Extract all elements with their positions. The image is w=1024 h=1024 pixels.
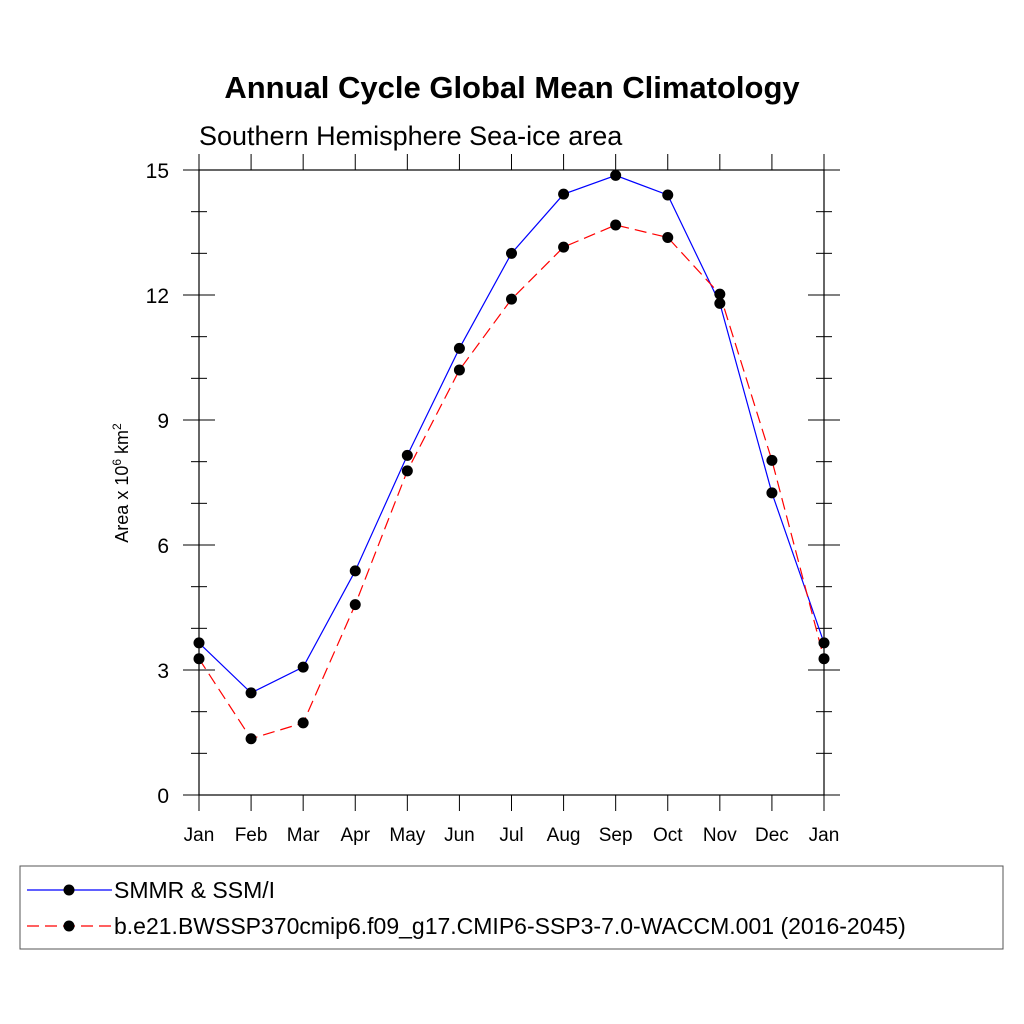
x-tick-label: Sep <box>599 825 633 846</box>
series-1-point <box>662 189 674 201</box>
series-2-point <box>193 653 205 665</box>
y-axis-label-base: Area x 10 <box>112 466 132 543</box>
x-tick-label: Jul <box>499 825 523 846</box>
legend: SMMR & SSM/I b.e21.BWSSP370cmip6.f09_g17.… <box>19 865 1004 950</box>
series-2-point <box>610 219 622 231</box>
axes-layer: 0 3 6 9 12 15 Jan Feb Mar Apr May Jun Jul Aug Sep Oct No… <box>146 154 840 846</box>
series-1-point <box>818 637 830 649</box>
series-2-point <box>662 232 674 243</box>
series-1-point <box>610 169 622 181</box>
legend-marker-2 <box>63 920 75 932</box>
series-1-point <box>453 342 465 354</box>
y-tick-label: 15 <box>146 160 169 183</box>
series-1-point <box>297 661 309 673</box>
series-2-point <box>558 241 570 253</box>
series-2-point <box>766 454 778 466</box>
series-1-point <box>193 637 205 649</box>
series-1-point <box>401 449 413 461</box>
x-tick-label: Dec <box>755 825 789 846</box>
y-axis-label-exponent: 6 <box>110 459 124 466</box>
series-2-point <box>453 364 465 376</box>
series-1-point <box>766 487 778 499</box>
chart-subtitle: Southern Hemisphere Sea-ice area <box>199 121 623 151</box>
series-2-point <box>506 293 517 305</box>
series-1-point <box>558 188 570 200</box>
x-tick-label: Aug <box>547 825 581 846</box>
y-axis-label-unit-exponent: 2 <box>110 423 124 430</box>
chart-title: Annual Cycle Global Mean Climatology <box>224 70 800 105</box>
x-tick-label: Feb <box>235 825 268 846</box>
series-2-point <box>245 733 257 745</box>
series-layer <box>193 169 830 745</box>
legend-marker-1 <box>63 884 75 896</box>
series-1-point <box>506 247 517 259</box>
y-axis-label-unit: km <box>112 430 132 459</box>
x-tick-label: May <box>389 825 425 846</box>
x-tick-label: Mar <box>287 825 320 846</box>
x-tick-label: Jun <box>444 825 475 846</box>
legend-box <box>19 865 1004 950</box>
x-tick-label: Jan <box>809 825 840 846</box>
legend-label-1: SMMR & SSM/I <box>114 877 275 903</box>
series-2-point <box>297 717 309 729</box>
y-tick-label: 9 <box>157 410 169 433</box>
x-tick-label: Nov <box>703 825 737 846</box>
y-axis-label: Area x 106 km2 <box>110 423 132 543</box>
y-tick-label: 0 <box>157 785 169 808</box>
series-2-point <box>714 288 726 300</box>
y-tick-label: 6 <box>157 535 169 558</box>
y-tick-label: 12 <box>146 285 169 308</box>
legend-label-2: b.e21.BWSSP370cmip6.f09_g17.CMIP6-SSP3-7… <box>114 913 906 939</box>
x-tick-label: Jan <box>184 825 215 846</box>
series-2-point <box>401 465 413 477</box>
x-tick-label: Oct <box>653 825 683 846</box>
x-tick-label: Apr <box>340 825 370 846</box>
series-2-point <box>349 599 361 611</box>
series-1-point <box>714 297 726 309</box>
plot-frame <box>198 169 825 796</box>
series-1-point <box>245 687 257 699</box>
series-2-point <box>818 653 830 665</box>
series-1-point <box>349 565 361 577</box>
y-tick-label: 3 <box>157 660 169 683</box>
